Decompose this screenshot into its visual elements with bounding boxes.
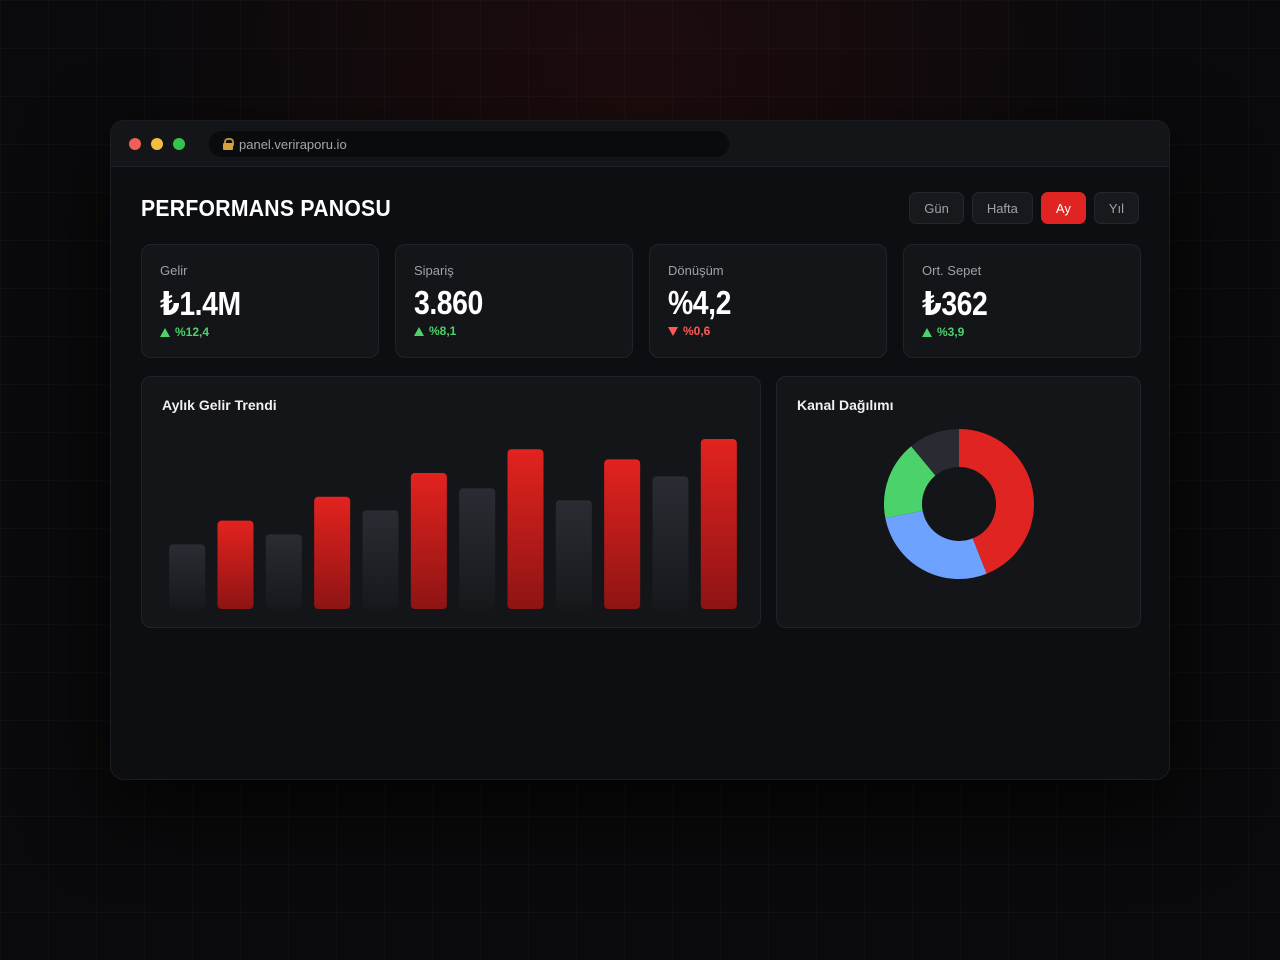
page-title: PERFORMANS PANOSU — [141, 195, 392, 221]
kpi-row: Gelir ₺1.4M %12,4 Sipariş 3.860 %8,1 Dön… — [141, 244, 1141, 358]
kpi-value: ₺1.4M — [160, 285, 241, 322]
bar-3[interactable] — [265, 534, 302, 609]
kpi-delta: %0,6 — [668, 324, 868, 338]
bar-10[interactable] — [604, 459, 641, 609]
kpi-delta-value: %8,1 — [429, 324, 457, 338]
browser-window: panel.veriraporu.io PERFORMANS PANOSU Gü… — [110, 120, 1170, 780]
panel-title: Kanal Dağılımı — [797, 397, 894, 413]
kpi-delta: %12,4 — [160, 325, 360, 339]
kpi-label: Ort. Sepet — [922, 263, 982, 278]
kpi-value: %4,2 — [668, 284, 731, 321]
trend-up-icon — [414, 326, 424, 336]
kpi-label: Gelir — [160, 263, 188, 278]
dashboard-content: PERFORMANS PANOSU Gün Hafta Ay Yıl Gelir… — [141, 167, 1141, 779]
lock-icon — [223, 138, 234, 150]
bar-12[interactable] — [700, 439, 737, 609]
bar-9[interactable] — [555, 500, 592, 609]
donut-slice-0[interactable] — [958, 429, 1034, 574]
trend-up-icon — [160, 327, 170, 337]
kpi-delta-value: %0,6 — [683, 324, 711, 338]
bar-6[interactable] — [410, 473, 447, 609]
period-selector: Gün Hafta Ay Yıl — [901, 192, 1139, 224]
trend-down-icon — [668, 326, 678, 336]
kpi-card-revenue: Gelir ₺1.4M %12,4 — [141, 244, 379, 358]
kpi-label: Sipariş — [414, 263, 454, 278]
kpi-delta-value: %3,9 — [937, 325, 965, 339]
bar-7[interactable] — [459, 488, 496, 609]
bar-1[interactable] — [169, 544, 206, 609]
kpi-card-avg-basket: Ort. Sepet ₺362 %3,9 — [903, 244, 1141, 358]
bar-11[interactable] — [652, 476, 689, 609]
bar-4[interactable] — [314, 496, 351, 609]
kpi-delta-value: %12,4 — [175, 325, 210, 339]
donut-slice-1[interactable] — [885, 509, 987, 579]
donut-slice-3[interactable] — [911, 429, 960, 477]
trend-up-icon — [922, 327, 932, 337]
bar-5[interactable] — [362, 510, 399, 609]
title-bar: panel.veriraporu.io — [111, 121, 1169, 167]
kpi-value: ₺362 — [922, 285, 988, 322]
minimize-window-button[interactable] — [151, 137, 163, 150]
period-button-day[interactable]: Gün — [909, 192, 964, 224]
url-text: panel.veriraporu.io — [239, 136, 347, 152]
kpi-card-conversion: Dönüşüm %4,2 %0,6 — [649, 244, 887, 358]
donut-slice-2[interactable] — [884, 446, 937, 519]
panel-title: Aylık Gelir Trendi — [162, 397, 277, 413]
bar-8[interactable] — [507, 449, 544, 609]
maximize-window-button[interactable] — [173, 137, 185, 150]
kpi-delta: %8,1 — [414, 324, 614, 338]
kpi-label: Dönüşüm — [668, 263, 724, 278]
kpi-card-orders: Sipariş 3.860 %8,1 — [395, 244, 633, 358]
monthly-revenue-bar-chart — [169, 439, 737, 609]
channel-donut-chart — [884, 429, 1034, 579]
period-button-week[interactable]: Hafta — [971, 192, 1033, 224]
address-bar[interactable]: panel.veriraporu.io — [209, 131, 729, 157]
kpi-value: 3.860 — [414, 284, 483, 321]
channel-distribution-panel: Kanal Dağılımı — [776, 376, 1141, 628]
close-window-button[interactable] — [129, 137, 141, 150]
kpi-delta: %3,9 — [922, 325, 1122, 339]
period-button-year[interactable]: Yıl — [1093, 192, 1139, 224]
period-button-month[interactable]: Ay — [1040, 192, 1086, 224]
bar-2[interactable] — [217, 520, 254, 609]
monthly-revenue-panel: Aylık Gelir Trendi — [141, 376, 761, 628]
